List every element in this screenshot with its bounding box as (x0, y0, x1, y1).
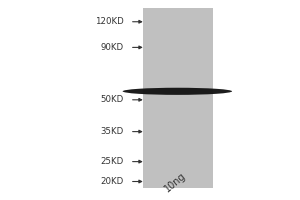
Text: 50KD: 50KD (101, 95, 124, 104)
Text: 35KD: 35KD (101, 127, 124, 136)
Text: 20KD: 20KD (101, 177, 124, 186)
Text: 90KD: 90KD (101, 43, 124, 52)
Text: 25KD: 25KD (101, 157, 124, 166)
Ellipse shape (123, 88, 232, 95)
Text: 120KD: 120KD (95, 17, 124, 26)
Bar (143, 8, 213, 188)
Text: 10ng: 10ng (162, 171, 188, 194)
